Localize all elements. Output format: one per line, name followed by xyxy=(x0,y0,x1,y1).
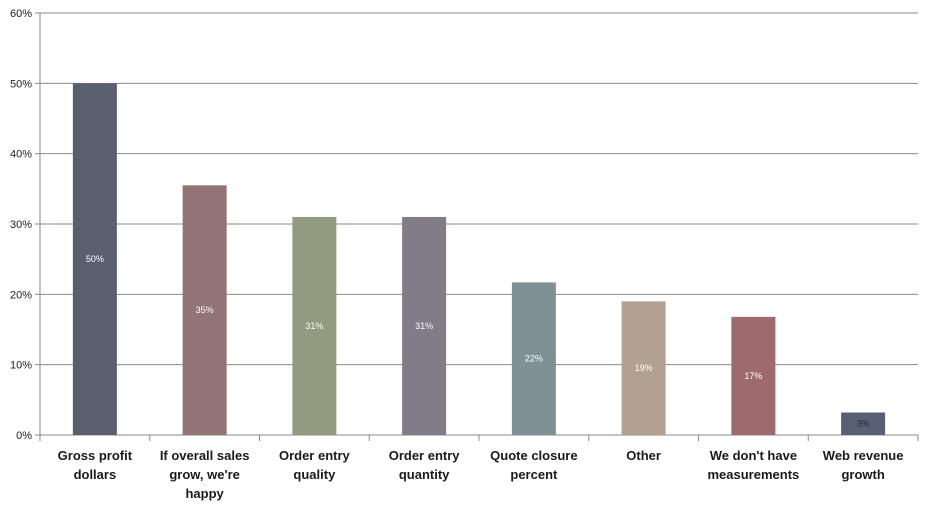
category-label: Order entry quality xyxy=(279,448,351,482)
data-label: 22% xyxy=(525,354,543,364)
category-label-line: growth xyxy=(841,467,884,482)
category-label-line: grow, we're xyxy=(169,467,240,482)
data-label: 31% xyxy=(415,321,433,331)
category-label-line: measurements xyxy=(707,467,799,482)
category-label-line: percent xyxy=(510,467,558,482)
category-label: Other xyxy=(626,448,661,463)
category-label-line: Order entry xyxy=(279,448,351,463)
category-label: Order entry quantity xyxy=(389,448,461,482)
y-tick-label: 0% xyxy=(16,430,32,442)
y-tick-label: 60% xyxy=(10,8,32,20)
y-tick-label: 20% xyxy=(10,289,32,301)
category-label-line: Web revenue xyxy=(823,448,904,463)
bar xyxy=(72,83,117,435)
bar xyxy=(731,316,776,435)
category-label: If overall sales grow, we're happy xyxy=(160,448,250,501)
gridlines xyxy=(40,12,918,366)
bar xyxy=(511,282,556,435)
bars xyxy=(72,83,886,435)
category-label: Quote closure percent xyxy=(490,448,577,482)
y-tick-label: 30% xyxy=(10,219,32,231)
category-label-line: We don't have xyxy=(710,448,797,463)
labels: 50% Gross profit dollars 35% If overall sale… xyxy=(58,254,904,501)
category-label: Gross profit dollars xyxy=(58,448,133,482)
category-label: Web revenue growth xyxy=(823,448,904,482)
category-label-line: quality xyxy=(293,467,336,482)
category-label: We don't have measurements xyxy=(707,448,799,482)
category-label-line: Gross profit xyxy=(58,448,133,463)
data-label: 31% xyxy=(305,321,323,331)
bar xyxy=(841,412,886,435)
data-label: 50% xyxy=(86,254,104,264)
category-label-line: happy xyxy=(185,486,224,501)
y-tick-label: 50% xyxy=(10,78,32,90)
bar xyxy=(292,216,337,435)
bar xyxy=(621,301,666,435)
data-label: 3% xyxy=(857,419,870,429)
category-label-line: If overall sales xyxy=(160,448,250,463)
axes: 0% 10% 20% 30% 40% 50% 60% xyxy=(10,8,919,442)
category-label-line: quantity xyxy=(399,467,450,482)
y-tick-label: 40% xyxy=(10,149,32,161)
category-label-line: Other xyxy=(626,448,661,463)
bar xyxy=(402,216,447,435)
category-label-line: Order entry xyxy=(389,448,461,463)
data-label: 35% xyxy=(196,305,214,315)
data-label: 17% xyxy=(744,371,762,381)
category-label-line: dollars xyxy=(74,467,117,482)
bar xyxy=(182,185,227,435)
category-label-line: Quote closure xyxy=(490,448,577,463)
data-label: 19% xyxy=(635,363,653,373)
y-tick-label: 10% xyxy=(10,360,32,372)
